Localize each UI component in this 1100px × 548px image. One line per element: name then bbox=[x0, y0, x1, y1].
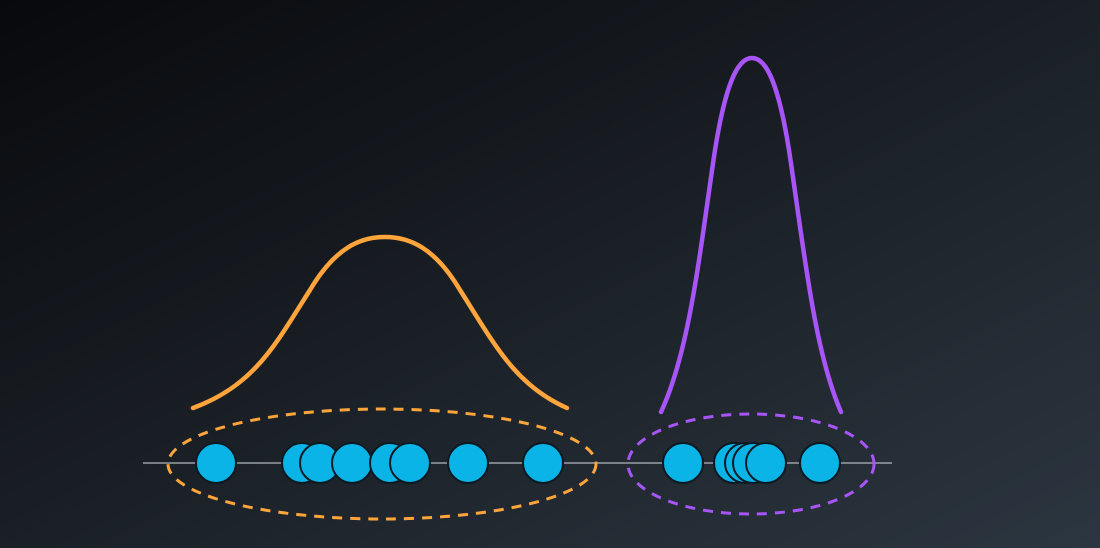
right-cluster-point bbox=[662, 442, 704, 484]
right-cluster-ellipse bbox=[626, 412, 876, 516]
right-cluster-point bbox=[745, 442, 787, 484]
left-cluster-ellipse bbox=[166, 407, 598, 521]
right-bell-curve bbox=[658, 55, 844, 415]
left-cluster-point bbox=[522, 442, 564, 484]
data-points bbox=[195, 442, 841, 484]
right-cluster-point bbox=[799, 442, 841, 484]
left-cluster-point bbox=[447, 442, 489, 484]
left-cluster-point bbox=[331, 442, 373, 484]
left-bell-curve bbox=[190, 234, 570, 411]
left-cluster-point bbox=[389, 442, 431, 484]
left-cluster-point bbox=[195, 442, 237, 484]
